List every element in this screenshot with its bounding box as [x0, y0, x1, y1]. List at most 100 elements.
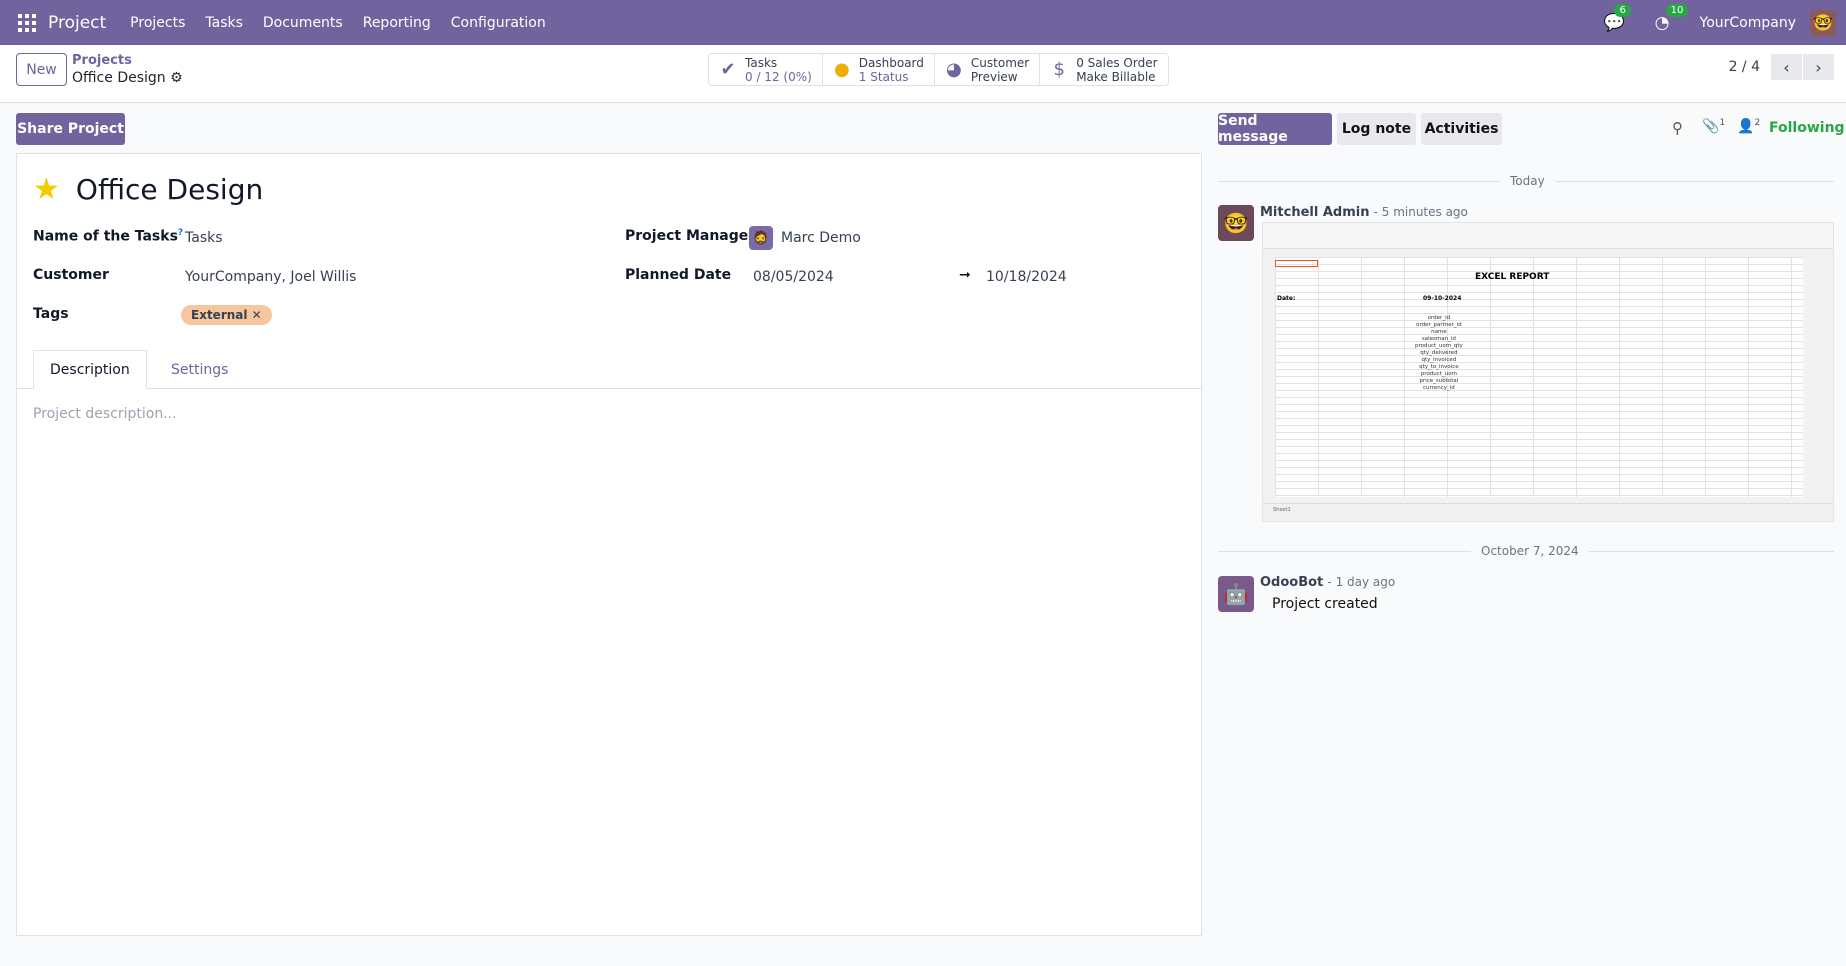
tab-settings[interactable]: Settings [171, 361, 229, 378]
activities-clock-icon[interactable]: ◔ 10 [1655, 3, 1689, 33]
date-end-field[interactable]: 10/18/2024 [986, 269, 1067, 285]
breadcrumb: Projects Office Design ⚙ [72, 53, 183, 86]
arrow-right-icon: ➞ [959, 267, 971, 283]
pager-next-chevron-right-icon[interactable]: › [1803, 54, 1834, 80]
followers-user-icon[interactable]: 👤2 [1737, 118, 1761, 135]
attachments-count: 1 [1719, 118, 1726, 128]
tasks-name-label: Name of the Tasks? [33, 228, 184, 245]
manager-avatar: 🧔 [749, 226, 773, 250]
project-manager-field[interactable]: Marc Demo [781, 230, 861, 246]
tab-description[interactable]: Description [33, 350, 147, 389]
tags-label: Tags [33, 306, 69, 322]
stat-label: Dashboard [858, 55, 924, 70]
activities-button[interactable]: Activities [1421, 113, 1502, 145]
remove-tag-close-icon[interactable]: ✕ [251, 308, 262, 322]
status-dot-icon: ● [833, 58, 850, 80]
tag-external[interactable]: External ✕ [181, 305, 272, 325]
message-author: OdooBot - 1 day ago [1260, 575, 1395, 590]
top-navbar: Project Projects Tasks Documents Reporti… [0, 0, 1846, 45]
app-name[interactable]: Project [48, 12, 107, 33]
control-panel: New Projects Office Design ⚙ ✔ Tasks 0 / 1… [0, 45, 1846, 103]
new-button[interactable]: New [16, 53, 67, 86]
messages-icon[interactable]: 💬 6 [1603, 3, 1631, 33]
report-field: product_uom_qty [1415, 343, 1463, 349]
menu-projects[interactable]: Projects [130, 14, 186, 31]
report-title: EXCEL REPORT [1475, 272, 1550, 282]
sheet-tab: Sheet1 [1263, 503, 1833, 521]
spreadsheet-toolbar [1263, 223, 1833, 249]
help-tooltip-icon[interactable]: ? [177, 228, 184, 238]
followers-count: 2 [1754, 118, 1761, 128]
stat-value: Make Billable [1076, 69, 1156, 84]
message-time: - 1 day ago [1327, 575, 1396, 589]
dollar-icon: $ [1053, 58, 1065, 80]
report-field: qty_to_invoice [1419, 364, 1459, 370]
apps-menu-icon[interactable] [18, 13, 36, 32]
report-field: currency_id [1423, 385, 1455, 391]
messages-badge: 6 [1614, 3, 1631, 17]
spreadsheet-grid: EXCEL REPORT Date: 09-10-2024 order_id or… [1275, 257, 1803, 497]
stat-value: Preview [970, 69, 1018, 84]
date-divider-label: Today [1500, 174, 1555, 188]
user-avatar[interactable]: 🤓 [1810, 9, 1836, 36]
menu-configuration[interactable]: Configuration [450, 14, 546, 31]
report-field-list: order_id order_partner_id name salesman_id p… [1415, 315, 1463, 392]
smart-buttons: ✔ Tasks 0 / 12 (0%) ● Dashboard 1 Status ◕ Cu… [708, 53, 1169, 86]
attachments-paperclip-icon[interactable]: 📎1 [1702, 118, 1726, 135]
pager: 2 / 4 ‹ › [1729, 54, 1834, 80]
company-switcher[interactable]: YourCompany [1699, 14, 1797, 31]
menu-tasks[interactable]: Tasks [205, 14, 243, 31]
menu-documents[interactable]: Documents [262, 14, 343, 31]
report-field: order_partner_id [1416, 322, 1462, 328]
report-field: product_uom [1420, 371, 1457, 377]
customer-preview-button[interactable]: ◕ Customer Preview [935, 54, 1041, 85]
send-message-button[interactable]: Send message [1218, 113, 1332, 145]
project-title[interactable]: Office Design [75, 173, 264, 206]
spreadsheet-attachment-image[interactable]: EXCEL REPORT Date: 09-10-2024 order_id or… [1262, 222, 1834, 522]
dashboard-stat-button[interactable]: ● Dashboard 1 Status [823, 54, 935, 85]
message-author: Mitchell Admin - 5 minutes ago [1260, 205, 1468, 220]
author-name[interactable]: Mitchell Admin [1260, 205, 1370, 220]
stat-value: 0 / 12 (0%) [745, 69, 812, 84]
planned-date-label: Planned Date [625, 267, 732, 283]
stat-label: Customer [970, 55, 1030, 70]
description-editor[interactable]: Project description... [33, 406, 177, 422]
following-button[interactable]: Following [1769, 120, 1845, 136]
selected-cell [1275, 260, 1318, 267]
stat-label: 0 Sales Order [1076, 55, 1158, 70]
menu-reporting[interactable]: Reporting [362, 14, 431, 31]
report-date-value: 09-10-2024 [1423, 295, 1462, 302]
globe-icon: ◕ [946, 58, 962, 80]
report-field: salesman_id [1421, 336, 1456, 342]
mitchell-admin-avatar[interactable]: 🤓 [1218, 205, 1254, 241]
stat-value: 1 Status [858, 69, 909, 84]
report-date-label: Date: [1277, 295, 1296, 302]
activities-badge: 10 [1665, 3, 1689, 17]
form-sheet: ★ Office Design Name of the Tasks? Tasks… [16, 153, 1202, 936]
message-time: - 5 minutes ago [1373, 205, 1468, 219]
customer-label: Customer [33, 267, 109, 283]
sales-order-button[interactable]: $0 Sales Order Make Billable [1040, 54, 1167, 85]
search-icon[interactable]: ⚲ [1672, 119, 1683, 137]
date-start-field[interactable]: 08/05/2024 [753, 269, 834, 285]
gear-icon[interactable]: ⚙ [170, 70, 183, 86]
report-field: name [1431, 329, 1447, 335]
project-manager-label: Project Manager [625, 228, 756, 244]
tasks-stat-button[interactable]: ✔ Tasks 0 / 12 (0%) [709, 54, 823, 85]
log-note-button[interactable]: Log note [1337, 113, 1416, 145]
odoobot-avatar[interactable]: 🤖 [1218, 576, 1254, 612]
tasks-name-field[interactable]: Tasks [185, 230, 223, 246]
report-field: qty_delivered [1420, 350, 1458, 356]
report-field: order_id [1427, 315, 1451, 321]
message-body: Project created [1272, 596, 1378, 612]
check-icon: ✔ [720, 58, 736, 80]
stat-label: Tasks [745, 55, 778, 70]
share-project-button[interactable]: Share Project [16, 113, 125, 145]
pager-value[interactable]: 2 / 4 [1728, 59, 1760, 75]
breadcrumb-current: Office Design [72, 70, 166, 86]
pager-previous-chevron-left-icon[interactable]: ‹ [1771, 54, 1802, 80]
star-icon[interactable]: ★ [33, 172, 60, 207]
author-name[interactable]: OdooBot [1260, 575, 1324, 590]
breadcrumb-projects[interactable]: Projects [72, 53, 132, 68]
customer-field[interactable]: YourCompany, Joel Willis [185, 269, 357, 285]
